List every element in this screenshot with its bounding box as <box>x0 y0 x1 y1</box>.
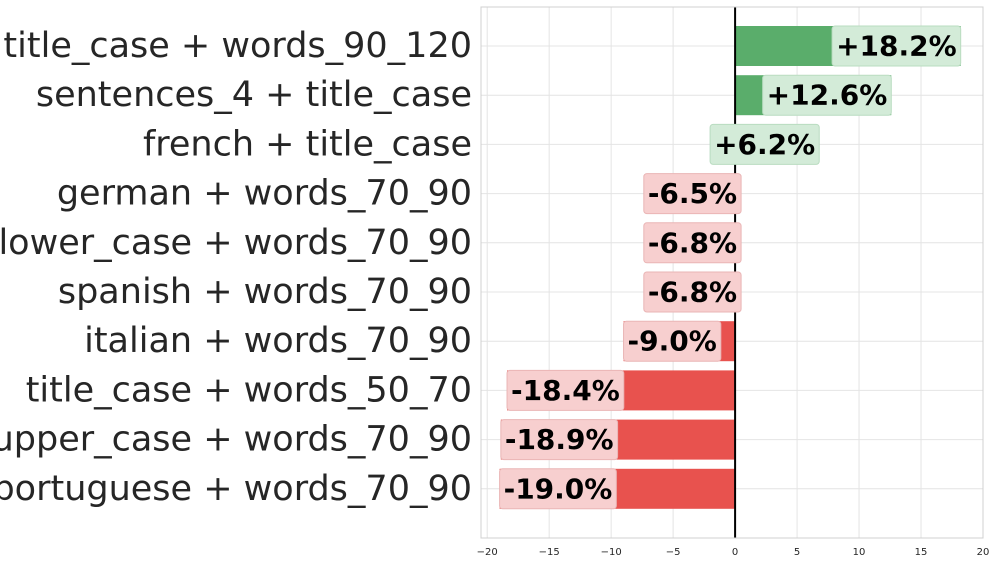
plot-frame <box>480 6 984 539</box>
data-label-background <box>643 271 742 313</box>
data-label-background <box>506 369 625 411</box>
category-label: french + title_case <box>143 124 472 164</box>
category-label: german + words_70_90 <box>57 174 472 214</box>
data-label-background <box>499 468 617 510</box>
category-label: lower_case + words_70_90 <box>0 223 472 263</box>
x-tick-label: 10 <box>853 547 866 558</box>
data-label-text: +6.2% <box>714 128 815 161</box>
x-tick-label: −20 <box>477 547 498 558</box>
x-tick-label: 0 <box>732 547 738 558</box>
data-label-background <box>643 173 742 215</box>
data-label: -9.0% <box>623 320 722 362</box>
data-label-text: -9.0% <box>628 325 717 358</box>
data-label-text: +12.6% <box>767 79 888 112</box>
data-label: -6.8% <box>643 222 742 264</box>
category-label: title_case + words_50_70 <box>26 370 472 410</box>
data-label-background <box>623 320 722 362</box>
data-labels: +18.2%+12.6%+6.2%-6.5%-6.8%-6.8%-9.0%-18… <box>499 25 962 510</box>
x-tick-label: 5 <box>794 547 800 558</box>
data-label: +12.6% <box>762 74 892 116</box>
data-label: +6.2% <box>709 123 820 165</box>
x-tick-label: −15 <box>539 547 560 558</box>
data-label: -6.8% <box>643 271 742 313</box>
data-label-text: -6.8% <box>648 226 737 259</box>
data-label-background <box>643 222 742 264</box>
data-label-text: -6.5% <box>648 177 737 210</box>
category-label: title_case + words_90_120 <box>3 26 472 66</box>
x-tick-label: 20 <box>977 547 990 558</box>
x-tick-label: −10 <box>601 547 622 558</box>
data-label: -19.0% <box>499 468 617 510</box>
category-label: spanish + words_70_90 <box>58 272 472 312</box>
data-label-text: -18.4% <box>511 374 620 407</box>
category-label: upper_case + words_70_90 <box>0 420 472 460</box>
data-label-text: -18.9% <box>505 423 614 456</box>
data-label: -18.4% <box>506 369 625 411</box>
category-label: italian + words_70_90 <box>84 321 472 361</box>
category-labels: title_case + words_90_120 sentences_4 + t… <box>0 26 472 509</box>
x-tick-labels: −20 −15 −10 −5 0 5 10 15 20 <box>477 547 990 558</box>
x-tick-label: 15 <box>915 547 928 558</box>
data-label-text: +18.2% <box>836 30 957 63</box>
data-label-background <box>762 74 892 116</box>
data-label-background <box>831 25 962 67</box>
x-tick-label: −5 <box>666 547 681 558</box>
data-label-text: -19.0% <box>504 472 613 505</box>
data-label-background <box>709 123 820 165</box>
data-label-text: -6.8% <box>648 276 737 309</box>
data-label: -6.5% <box>643 173 742 215</box>
category-label: portuguese + words_70_90 <box>0 469 472 509</box>
data-label: +18.2% <box>831 25 962 67</box>
category-label: sentences_4 + title_case <box>36 75 472 115</box>
data-label: -18.9% <box>500 419 619 461</box>
data-label-background <box>500 419 619 461</box>
